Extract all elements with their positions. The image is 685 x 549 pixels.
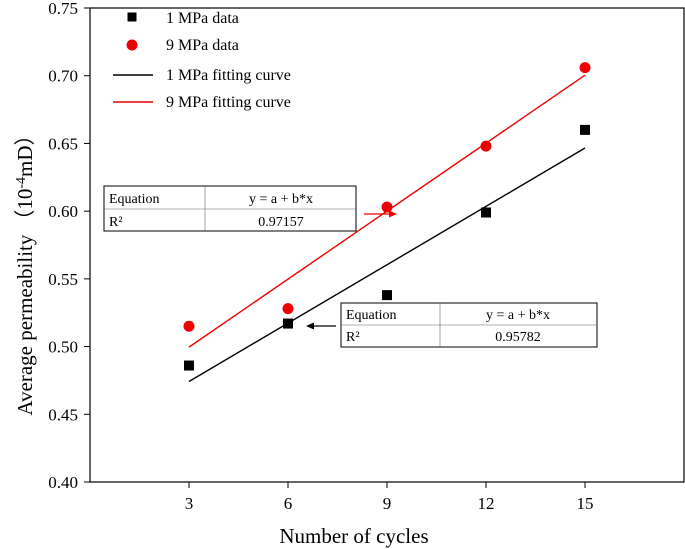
legend-label-9mpa-fit: 9 MPa fitting curve <box>166 94 291 111</box>
y-axis-title-main: Average permeability <box>13 234 37 415</box>
y-tick-label: 0.60 <box>48 202 78 221</box>
y-tick-label: 0.45 <box>48 405 78 424</box>
y-axis-title-unit-close: mD） <box>13 124 37 177</box>
data-point-1mpa <box>283 318 293 329</box>
fit-table-9mpa-equation-label: Equation <box>109 192 160 207</box>
legend-label-1mpa-data: 1 MPa data <box>166 10 239 27</box>
legend-circle-marker-icon <box>126 39 138 51</box>
y-tick-label: 0.40 <box>48 473 78 492</box>
x-tick-label: 6 <box>284 494 293 513</box>
fit-table-9mpa-equation-value: y = a + b*x <box>249 192 313 207</box>
y-axis-title: Average permeability （10-4mD） <box>13 124 37 415</box>
legend-label-9mpa-data: 9 MPa data <box>166 37 239 54</box>
x-tick-label: 9 <box>383 494 392 513</box>
fit-table-9mpa-frame <box>103 185 357 232</box>
data-point-9mpa <box>183 320 195 332</box>
y-tick-label: 0.75 <box>48 0 78 18</box>
data-point-9mpa <box>579 62 591 74</box>
data-markers <box>183 62 591 371</box>
legend-square-marker-icon <box>127 12 137 22</box>
fit-table-1mpa-r2-label: R² <box>346 330 360 345</box>
x-tick-label: 3 <box>185 494 194 513</box>
y-axis-ticks: 0.40 0.45 0.50 0.55 0.60 0.65 0.70 0.75 <box>48 0 90 492</box>
y-axis-title-unit-exponent: -4 <box>14 177 29 189</box>
y-tick-label: 0.55 <box>48 270 78 289</box>
legend-label-1mpa-fit: 1 MPa fitting curve <box>166 67 291 84</box>
legend: 1 MPa data 9 MPa data 1 MPa fitting curv… <box>113 10 291 111</box>
fit-table-1mpa-equation-value: y = a + b*x <box>486 308 550 323</box>
x-axis-title: Number of cycles <box>279 524 428 548</box>
fit-table-9mpa-r2-label: R² <box>109 215 123 230</box>
y-axis-title-unit-open: （10 <box>13 189 37 231</box>
data-point-9mpa <box>480 140 492 152</box>
fit-table-1mpa: Equation y = a + b*x R² 0.95782 <box>340 302 598 348</box>
fit-table-9mpa: Equation y = a + b*x R² 0.97157 <box>103 185 357 232</box>
x-tick-label: 15 <box>577 494 594 513</box>
data-point-1mpa <box>580 124 590 135</box>
fit-table-1mpa-equation-label: Equation <box>346 308 397 323</box>
fit-table-1mpa-arrow-icon <box>306 322 336 330</box>
fit-line-2 <box>188 147 586 383</box>
data-point-9mpa <box>381 201 393 213</box>
fit-table-1mpa-r2-value: 0.95782 <box>495 330 541 345</box>
x-tick-label: 12 <box>478 494 495 513</box>
x-axis-ticks: 3 6 9 12 15 <box>185 482 594 513</box>
y-tick-label: 0.50 <box>48 338 78 357</box>
data-point-1mpa <box>382 290 392 301</box>
y-tick-label: 0.70 <box>48 67 78 86</box>
fit-table-9mpa-arrow-icon <box>364 210 397 218</box>
data-point-1mpa <box>184 360 194 371</box>
data-point-1mpa <box>481 207 491 218</box>
fit-table-9mpa-r2-value: 0.97157 <box>258 215 304 230</box>
y-tick-label: 0.65 <box>48 134 78 153</box>
data-point-9mpa <box>282 303 294 315</box>
